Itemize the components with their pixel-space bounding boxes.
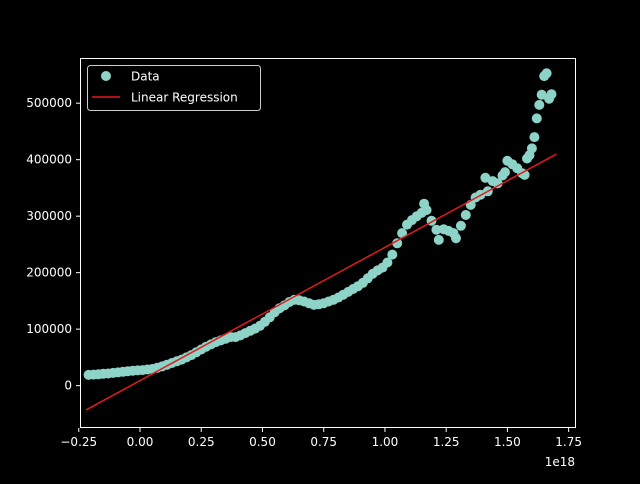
x-tick-label: −0.25 (60, 435, 97, 449)
data-point (387, 249, 398, 260)
data-point (382, 257, 393, 268)
data-point (392, 238, 403, 249)
x-tick-label: 1.00 (372, 435, 399, 449)
x-tick-label: 1.25 (433, 435, 460, 449)
y-tick-label: 300000 (26, 209, 72, 223)
y-axis: 0 100000 200000 300000 400000 500000 (26, 96, 80, 393)
data-point (397, 228, 408, 239)
data-point (451, 233, 461, 244)
data-point (546, 89, 557, 100)
y-tick-label: 100000 (26, 322, 72, 336)
data-point (529, 132, 540, 143)
data-point (455, 220, 466, 231)
plot-frame (80, 58, 576, 428)
x-axis: −0.25 0.00 0.25 0.50 0.75 1.00 1.25 1.50 1.75 (60, 428, 582, 449)
data-point (421, 205, 432, 215)
legend-box (87, 65, 261, 111)
data-point (460, 210, 471, 220)
y-tick-label: 400000 (26, 153, 72, 167)
plot-area (83, 68, 557, 411)
regression-line (85, 153, 557, 411)
legend-marker-data (101, 71, 111, 81)
data-point (541, 68, 552, 79)
legend: Data Linear Regression (87, 65, 261, 111)
data-point (500, 167, 510, 178)
legend-label-regression: Linear Regression (131, 91, 238, 105)
data-point (531, 113, 542, 124)
data-point (526, 143, 537, 154)
x-tick-label: 0.75 (310, 435, 337, 449)
x-axis-offset-label: 1e18 (545, 455, 575, 469)
x-tick-label: 0.50 (249, 435, 276, 449)
data-point (536, 89, 547, 100)
x-tick-label: 1.50 (494, 435, 521, 449)
data-point (534, 99, 545, 110)
legend-label-data: Data (131, 70, 160, 84)
y-tick-label: 0 (64, 379, 72, 393)
data-point (431, 224, 442, 235)
y-tick-label: 500000 (26, 96, 72, 110)
x-tick-label: 1.75 (555, 435, 582, 449)
y-tick-label: 200000 (26, 266, 72, 280)
x-tick-label: 0.25 (188, 435, 215, 449)
data-point (433, 234, 444, 245)
x-tick-label: 0.00 (127, 435, 154, 449)
data-point (492, 178, 503, 189)
